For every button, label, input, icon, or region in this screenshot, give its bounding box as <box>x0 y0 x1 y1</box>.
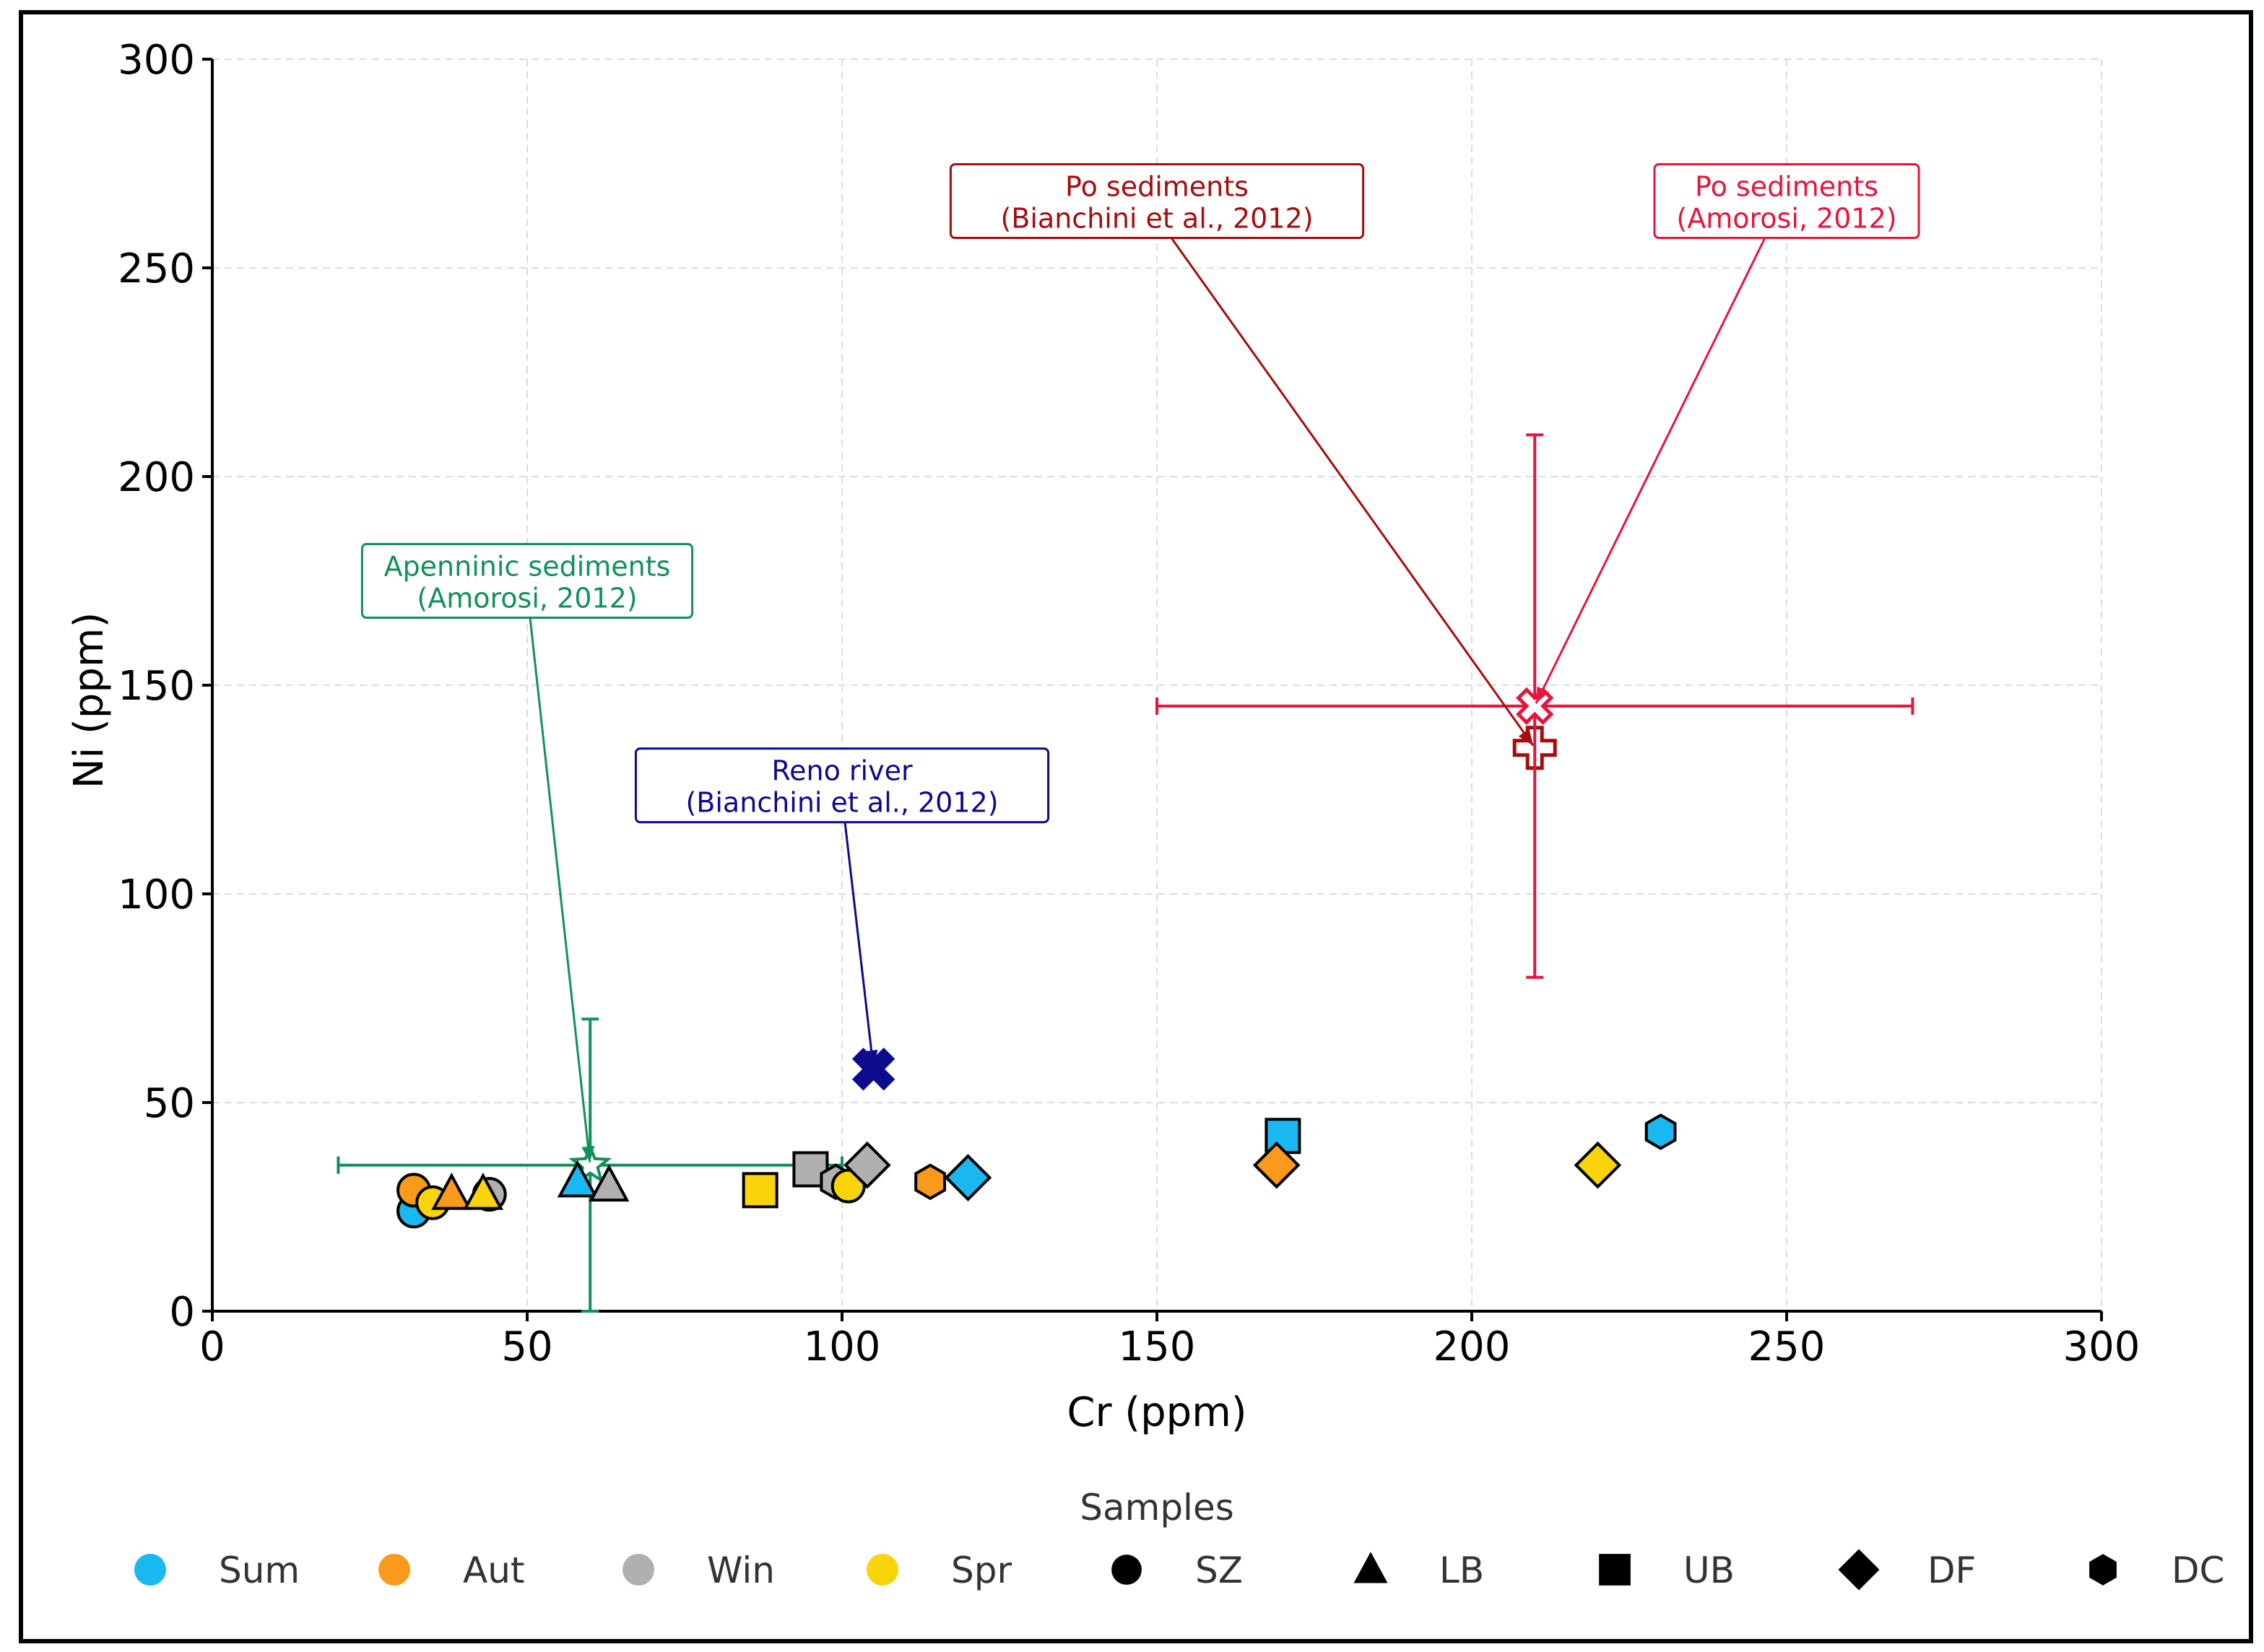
ref-reno-river-label-box <box>634 747 1050 824</box>
ref-reno-river-marker-shape <box>851 1048 895 1091</box>
sample-points <box>396 1113 1677 1229</box>
point-aut-dc <box>914 1163 946 1201</box>
x-tick-label: 0 <box>199 1323 225 1370</box>
y-tick-label: 150 <box>118 663 195 710</box>
legend: Samples Sum Aut Win Spr SZ LB UB DF DC <box>134 1487 2224 1591</box>
legend-marker-win <box>623 1554 654 1586</box>
ref-po-sediments-bianchini-label-line: (Bianchini et al., 2012) <box>1000 203 1313 235</box>
figure-frame: 0 50 100 150 200 250 300 0 50 100 150 200 250 300 Ape… <box>19 10 2253 1643</box>
x-axis-label: Cr (ppm) <box>1067 1389 1246 1436</box>
ref-po-sediments-amorosi-label-line: Po sediments <box>1695 171 1878 203</box>
legend-marker-dc <box>2089 1554 2117 1586</box>
point-sum-df <box>944 1154 992 1201</box>
legend-marker-df <box>1838 1549 1880 1591</box>
legend-label-aut: Aut <box>463 1549 525 1591</box>
ref-po-sediments-bianchini-label-line: Po sediments <box>1065 171 1249 203</box>
x-tick-label: 150 <box>1119 1323 1196 1370</box>
point-sum-dc <box>1644 1113 1677 1150</box>
legend-title: Samples <box>1080 1487 1234 1529</box>
legend-label-sz: SZ <box>1195 1549 1243 1591</box>
ref-apenninic-sediments-arrow <box>529 617 591 1162</box>
ref-po-sediments-amorosi-marker-shape <box>1516 687 1554 726</box>
ref-apenninic-sediments-marker <box>568 1142 612 1184</box>
point-spr-ub <box>742 1172 778 1209</box>
ref-reno-river-marker <box>851 1048 895 1091</box>
reference-layer <box>337 433 1914 1313</box>
ref-reno-river-arrow <box>843 822 875 1066</box>
ref-reno-river-label-line: Reno river <box>771 755 913 787</box>
y-tick-label: 50 <box>144 1080 195 1127</box>
point-win-lb <box>589 1164 630 1202</box>
ref-apenninic-sediments-arrowhead <box>581 1145 595 1162</box>
x-tick-label: 250 <box>1748 1323 1826 1370</box>
ref-reno-river-arrowhead <box>864 1049 878 1066</box>
ref-apenninic-sediments-label-line: (Amorosi, 2012) <box>417 583 637 614</box>
legend-label-win: Win <box>707 1549 775 1591</box>
legend-label-lb: LB <box>1439 1549 1484 1591</box>
legend-label-sum: Sum <box>219 1549 300 1591</box>
legend-marker-lb <box>1353 1552 1388 1583</box>
ref-po-sediments-bianchini-label-box <box>949 163 1365 240</box>
legend-marker-sum <box>134 1554 166 1586</box>
y-axis-label: Ni (ppm) <box>66 612 113 789</box>
point-win-df <box>843 1141 891 1189</box>
x-tick-label: 300 <box>2063 1323 2141 1370</box>
ref-po-sediments-amorosi-marker <box>1516 687 1554 726</box>
point-spr-sz <box>830 1168 866 1204</box>
legend-marker-sz <box>1111 1555 1142 1585</box>
ref-po-sediments-bianchini-arrowhead <box>1518 729 1533 746</box>
point-spr-df <box>1574 1141 1622 1189</box>
y-tick-label: 200 <box>118 454 195 501</box>
ref-po-sediments-bianchini-arrow <box>1170 237 1535 747</box>
axes: 0 50 100 150 200 250 300 0 50 100 150 200 250 300 <box>118 37 2140 1370</box>
x-tick-label: 100 <box>804 1323 881 1370</box>
ref-apenninic-sediments-label-line: Apenninic sediments <box>384 551 671 583</box>
x-tick-label: 200 <box>1434 1323 1511 1370</box>
ref-reno-river-label-line: (Bianchini et al., 2012) <box>685 787 998 819</box>
ref-po-sediments-amorosi-label-line: (Amorosi, 2012) <box>1676 203 1896 235</box>
scatter-chart: 0 50 100 150 200 250 300 0 50 100 150 200 250 300 Ape… <box>66 37 2224 1591</box>
grid <box>212 58 2102 1311</box>
point-aut-df <box>1252 1141 1301 1189</box>
ref-po-sediments-amorosi-arrow <box>1535 237 1766 704</box>
y-tick-label: 250 <box>118 245 195 292</box>
legend-marker-spr <box>867 1554 898 1586</box>
ref-po-sediments-amorosi-label-box <box>1653 163 1920 240</box>
point-sum-lb <box>557 1160 598 1198</box>
x-tick-label: 50 <box>501 1323 552 1370</box>
point-spr-lb <box>462 1172 504 1210</box>
ref-po-sediments-amorosi-arrowhead <box>1535 686 1549 704</box>
legend-marker-aut <box>378 1554 410 1586</box>
annotations: Apenninic sediments(Amorosi, 2012)Reno r… <box>360 163 1920 1162</box>
legend-label-ub: UB <box>1683 1549 1735 1591</box>
ref-apenninic-sediments-label-box <box>360 543 694 619</box>
y-tick-label: 100 <box>118 871 195 918</box>
y-tick-label: 300 <box>118 37 195 84</box>
legend-marker-ub <box>1599 1554 1631 1586</box>
legend-label-dc: DC <box>2172 1549 2224 1591</box>
point-aut-lb <box>431 1172 472 1210</box>
y-tick-label: 0 <box>169 1289 195 1336</box>
legend-label-spr: Spr <box>951 1549 1012 1591</box>
legend-label-df: DF <box>1927 1549 1976 1591</box>
